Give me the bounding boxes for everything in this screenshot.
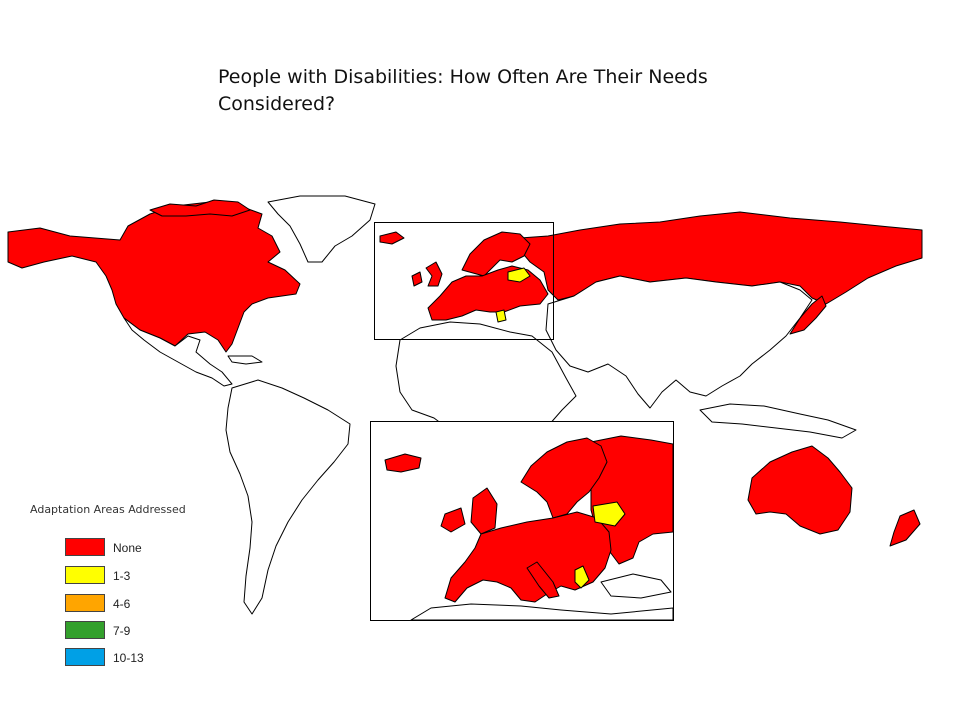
legend-item-none: None <box>65 538 215 558</box>
cuba-region <box>227 355 263 365</box>
legend-swatch-7-9 <box>65 621 105 639</box>
arctic-islands-region <box>149 199 251 217</box>
legend-label-10-13: 10-13 <box>113 651 144 665</box>
ireland-region <box>411 271 423 287</box>
legend-swatch-4-6 <box>65 594 105 612</box>
inset-ireland-region <box>440 507 466 533</box>
iceland-region <box>379 231 405 245</box>
inset-europe-region <box>444 511 612 603</box>
inset-scandinavia-region <box>520 437 608 519</box>
legend-swatch-1-3 <box>65 566 105 584</box>
europe-inset-map <box>384 435 673 620</box>
legend-title: Adaptation Areas Addressed <box>30 503 186 516</box>
uk-region <box>425 261 443 287</box>
legend-label-4-6: 4-6 <box>113 597 131 611</box>
belarus-region <box>507 267 531 283</box>
inset-greece-region <box>574 565 590 589</box>
indonesia-region <box>699 403 857 439</box>
greenland-region <box>267 195 376 263</box>
inset-north-africa-region <box>410 603 673 620</box>
new-zealand-region <box>889 509 921 547</box>
legend-item-7-9: 7-9 <box>65 621 215 641</box>
world-map <box>7 195 923 615</box>
greece-region <box>495 309 507 323</box>
map-title: People with Disabilities: How Often Are … <box>218 66 708 115</box>
legend-item-4-6: 4-6 <box>65 594 215 614</box>
japan-region <box>789 295 827 335</box>
legend-label-1-3: 1-3 <box>113 569 131 583</box>
legend: Adaptation Areas Addressed None 1-3 4-6 … <box>30 500 230 670</box>
asia-region <box>545 275 813 409</box>
legend-item-10-13: 10-13 <box>65 648 215 668</box>
legend-label-none: None <box>113 541 142 555</box>
inset-italy-region <box>526 561 560 599</box>
scandinavia-region <box>461 231 531 277</box>
south-america-region <box>225 379 351 615</box>
mexico-region <box>123 317 233 387</box>
inset-belarus-region <box>592 501 626 527</box>
inset-iceland-region <box>384 453 422 473</box>
australia-region <box>747 445 853 535</box>
legend-swatch-none <box>65 538 105 556</box>
legend-item-1-3: 1-3 <box>65 566 215 586</box>
legend-swatch-10-13 <box>65 648 105 666</box>
inset-turkey-region <box>600 573 672 599</box>
legend-label-7-9: 7-9 <box>113 624 131 638</box>
inset-uk-region <box>470 487 498 535</box>
europe-locator-box <box>374 222 554 340</box>
north-america-region <box>7 201 301 353</box>
europe-inset <box>370 421 674 621</box>
